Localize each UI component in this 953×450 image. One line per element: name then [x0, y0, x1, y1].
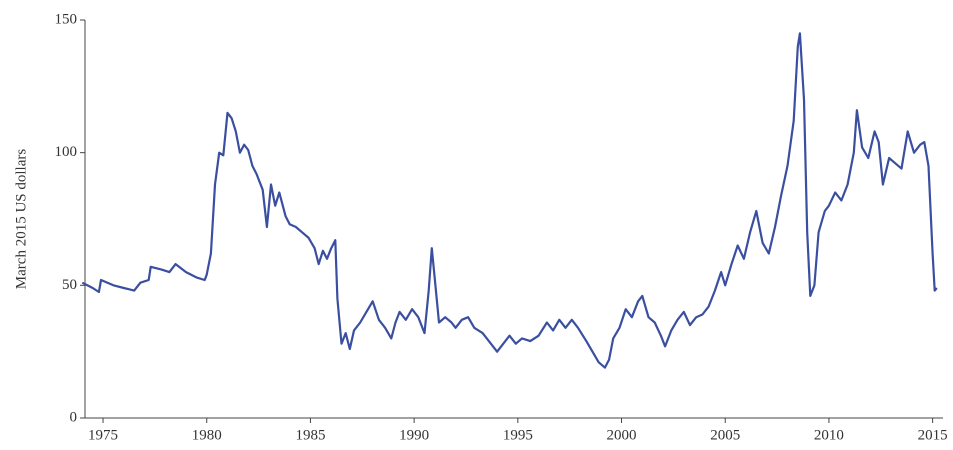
- x-tick-label: 1975: [88, 427, 118, 443]
- y-tick-label: 150: [55, 11, 78, 27]
- x-tick-label: 2010: [814, 427, 844, 443]
- x-tick-label: 2015: [918, 427, 948, 443]
- x-tick-label: 2005: [710, 427, 740, 443]
- y-axis-label: March 2015 US dollars: [13, 149, 29, 290]
- x-tick-label: 1985: [295, 427, 325, 443]
- y-tick-label: 0: [70, 409, 78, 425]
- x-tick-label: 2000: [607, 427, 637, 443]
- x-tick-label: 1980: [192, 427, 222, 443]
- x-tick-label: 1990: [399, 427, 429, 443]
- y-tick-label: 50: [62, 277, 77, 293]
- y-tick-label: 100: [55, 144, 78, 160]
- data-line: [81, 32, 938, 369]
- x-tick-label: 1995: [503, 427, 533, 443]
